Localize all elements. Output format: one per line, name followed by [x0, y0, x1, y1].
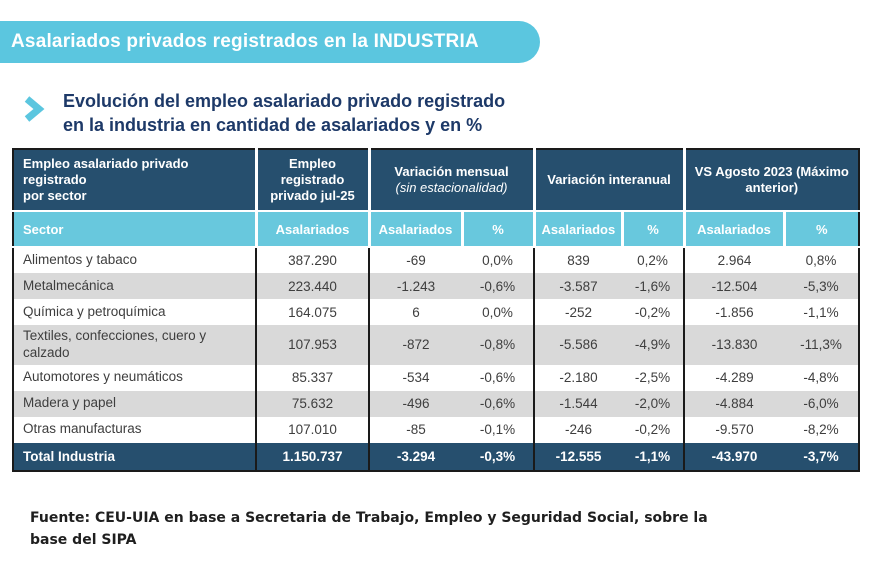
header-sector-group: Empleo asalariado privado registrado por…	[13, 149, 256, 211]
table-cell: Textiles, confecciones, cuero y calzado	[13, 325, 256, 365]
table-cell: -8,2%	[784, 416, 860, 443]
table-cell: -3.587	[533, 273, 623, 299]
chevron-right-icon	[22, 96, 46, 127]
table-cell: Otras manufacturas	[13, 416, 256, 443]
table-cell: -0,1%	[462, 416, 535, 443]
table-cell: -4,9%	[622, 325, 685, 365]
table-cell: 164.075	[255, 299, 369, 325]
table-cell: 0,2%	[622, 247, 685, 273]
table-cell: -246	[533, 416, 623, 443]
table-cell: -1.544	[533, 390, 623, 417]
header-variacion-mensual-title: Variación mensual	[394, 163, 509, 179]
table-cell: -69	[368, 247, 462, 273]
table-cell: -12.504	[683, 273, 785, 299]
header-variacion-mensual: Variación mensual (sin estacionalidad)	[367, 149, 535, 211]
table-group-header-row: Empleo asalariado privado registrado por…	[13, 149, 860, 211]
table-cell: -11,3%	[784, 325, 860, 365]
table-cell: -3,7%	[784, 442, 860, 471]
table-cell: -1,1%	[784, 299, 860, 325]
table-cell: -6,0%	[784, 390, 860, 417]
subheader-asalariados: Asalariados	[367, 210, 462, 248]
table-cell: 0,0%	[462, 247, 535, 273]
employment-table-container: Empleo asalariado privado registrado por…	[12, 148, 861, 472]
table-cell: 107.010	[255, 416, 369, 443]
subheader-asalariados: Asalariados	[532, 210, 623, 248]
table-row: Otras manufacturas 107.010 -85 -0,1% -24…	[13, 416, 860, 443]
table-cell: 107.953	[255, 325, 369, 365]
table-row: Textiles, confecciones, cuero y calzado …	[13, 325, 860, 365]
table-cell: -1,1%	[622, 442, 685, 471]
table-cell: Química y petroquímica	[13, 299, 256, 325]
table-cell: -4,8%	[784, 364, 860, 391]
table-cell: 6	[368, 299, 462, 325]
header-vs-agosto-2023: VS Agosto 2023 (Máximo anterior)	[682, 149, 860, 211]
table-subheader-row: Sector Asalariados Asalariados % Asalari…	[13, 210, 860, 248]
table-cell: -2.180	[533, 364, 623, 391]
table-cell: -13.830	[683, 325, 785, 365]
table-cell: -534	[368, 364, 462, 391]
table-cell: -0,2%	[622, 416, 685, 443]
total-label: Total Industria	[13, 442, 256, 471]
subheader-pct: %	[782, 210, 860, 248]
section-heading-text: Evolución del empleo asalariado privado …	[63, 91, 506, 135]
table-cell: 75.632	[255, 390, 369, 417]
table-cell: -0,6%	[462, 390, 535, 417]
table-cell: 1.150.737	[255, 442, 369, 471]
table-row: Automotores y neumáticos 85.337 -534 -0,…	[13, 364, 860, 391]
banner-title: Asalariados privados registrados en la I…	[11, 31, 479, 52]
table-cell: -9.570	[683, 416, 785, 443]
subheader-asalariados: Asalariados	[682, 210, 785, 248]
table-cell: -0,3%	[462, 442, 535, 471]
table-row: Alimentos y tabaco 387.290 -69 0,0% 839 …	[13, 247, 860, 273]
subheader-pct: %	[620, 210, 685, 248]
table-cell: 223.440	[255, 273, 369, 299]
subheader-sector: Sector	[13, 210, 256, 248]
table-cell: Metalmecánica	[13, 273, 256, 299]
table-cell: -4.884	[683, 390, 785, 417]
table-cell: -4.289	[683, 364, 785, 391]
table-cell: Madera y papel	[13, 390, 256, 417]
section-heading: Evolución del empleo asalariado privado …	[22, 90, 505, 138]
header-variacion-mensual-note: (sin estacionalidad)	[395, 180, 508, 195]
table-cell: -0,6%	[462, 364, 535, 391]
table-cell: 387.290	[255, 247, 369, 273]
employment-table: Empleo asalariado privado registrado por…	[12, 148, 861, 472]
table-row: Química y petroquímica 164.075 6 0,0% -2…	[13, 299, 860, 325]
table-cell: -0,6%	[462, 273, 535, 299]
table-cell: -12.555	[533, 442, 623, 471]
table-cell: 839	[533, 247, 623, 273]
table-cell: -496	[368, 390, 462, 417]
table-cell: -5.586	[533, 325, 623, 365]
table-cell: -5,3%	[784, 273, 860, 299]
subheader-asalariados: Asalariados	[254, 210, 369, 248]
table-cell: -85	[368, 416, 462, 443]
table-cell: -1,6%	[622, 273, 685, 299]
table-row: Metalmecánica 223.440 -1.243 -0,6% -3.58…	[13, 273, 860, 299]
table-cell: 0,8%	[784, 247, 860, 273]
table-cell: -1.243	[368, 273, 462, 299]
header-variacion-interanual: Variación interanual	[532, 149, 685, 211]
table-cell: -0,8%	[462, 325, 535, 365]
table-cell: -872	[368, 325, 462, 365]
title-banner: Asalariados privados registrados en la I…	[0, 21, 540, 63]
table-cell: -1.856	[683, 299, 785, 325]
table-total-row: Total Industria 1.150.737 -3.294 -0,3% -…	[13, 442, 860, 471]
table-cell: -3.294	[368, 442, 462, 471]
table-cell: Automotores y neumáticos	[13, 364, 256, 391]
table-cell: 85.337	[255, 364, 369, 391]
table-cell: -2,0%	[622, 390, 685, 417]
table-cell: -2,5%	[622, 364, 685, 391]
table-cell: -43.970	[683, 442, 785, 471]
table-cell: 0,0%	[462, 299, 535, 325]
table-cell: -252	[533, 299, 623, 325]
table-cell: -0,2%	[622, 299, 685, 325]
header-jul25: Empleo registrado privado jul-25	[254, 149, 369, 211]
source-note: Fuente: CEU-UIA en base a Secretaria de …	[30, 510, 708, 548]
table-cell: 2.964	[683, 247, 785, 273]
table-cell: Alimentos y tabaco	[13, 247, 256, 273]
table-row: Madera y papel 75.632 -496 -0,6% -1.544 …	[13, 390, 860, 417]
subheader-pct: %	[460, 210, 535, 248]
